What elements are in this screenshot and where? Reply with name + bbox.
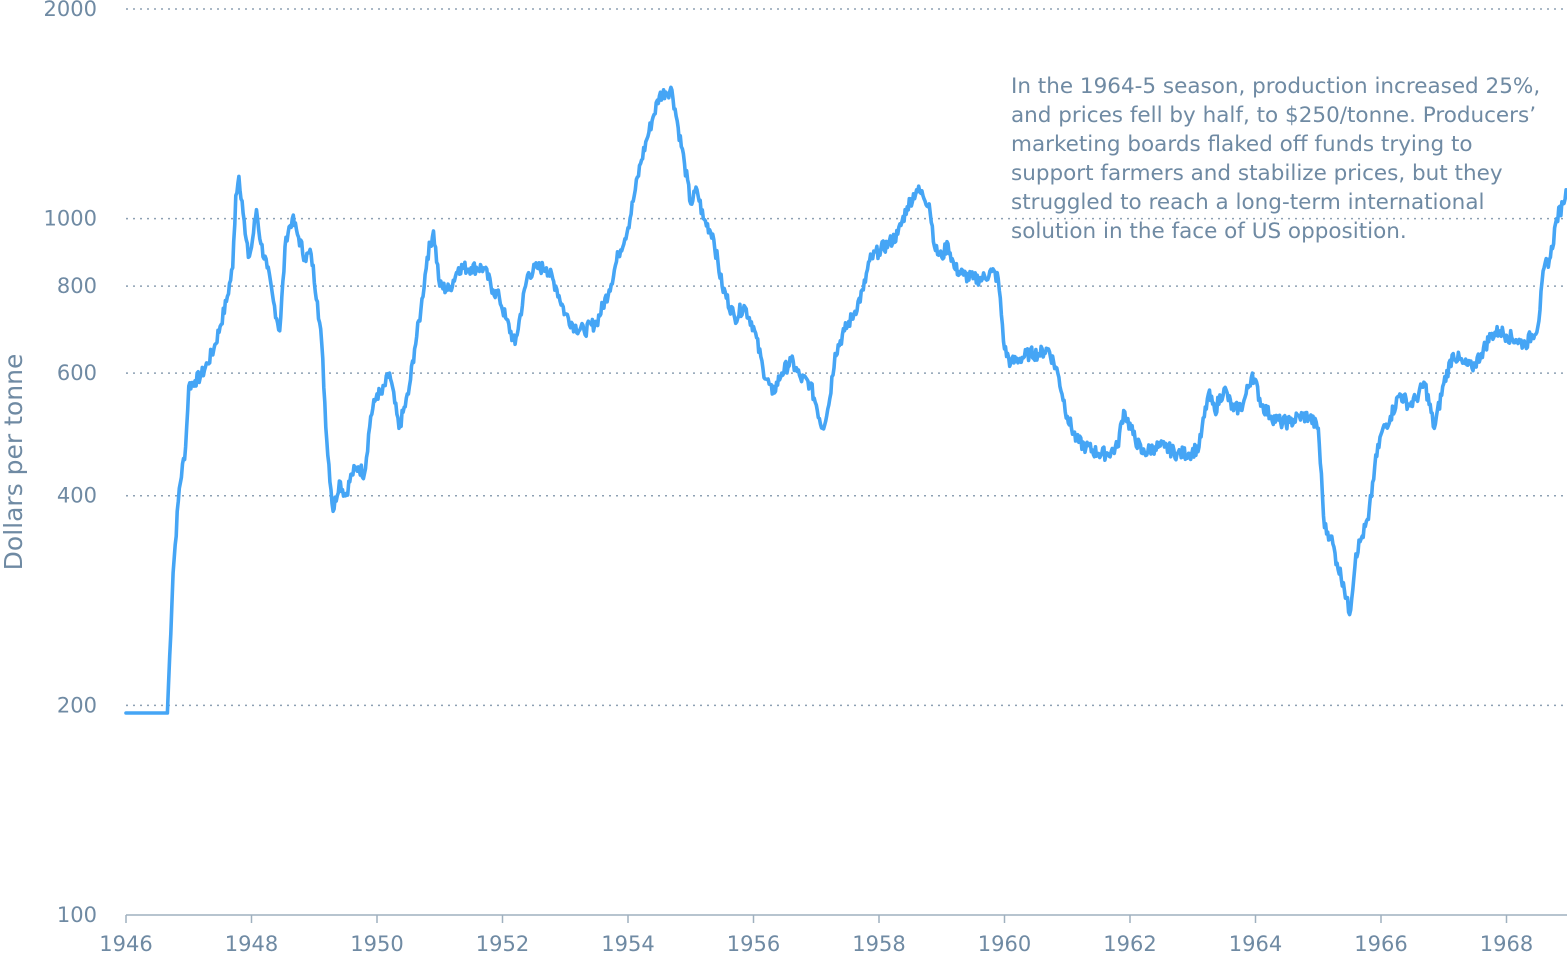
x-tick-label: 1964 — [1229, 932, 1282, 953]
y-tick-label: 600 — [57, 361, 97, 385]
x-tick-label: 1962 — [1103, 932, 1156, 953]
x-tick-label: 1958 — [852, 932, 905, 953]
x-tick-label: 1966 — [1354, 932, 1407, 953]
y-tick-label: 100 — [57, 903, 97, 927]
x-tick-label: 1960 — [978, 932, 1031, 953]
x-tick-label: 1952 — [476, 932, 529, 953]
series — [124, 85, 1567, 715]
x-tick-label: 1968 — [1480, 932, 1533, 953]
y-tick-label: 400 — [57, 484, 97, 508]
series-line — [124, 85, 1567, 715]
y-axis-label: Dollars per tonne — [0, 354, 28, 571]
y-tick-label: 800 — [57, 274, 97, 298]
x-tick-labels: 1946 1948 1950 1952 1954 1956 1958 1960 1962 1964… — [99, 915, 1533, 953]
x-tick-label: 1956 — [727, 932, 780, 953]
y-tick-label: 1000 — [44, 207, 97, 231]
x-tick-label: 1948 — [225, 932, 278, 953]
y-tick-labels: 100 200 400 600 800 1000 2000 — [44, 0, 97, 927]
x-tick-label: 1950 — [350, 932, 403, 953]
y-tick-label: 2000 — [44, 0, 97, 21]
annotation-text: In the 1964-5 season, production increas… — [1011, 74, 1541, 244]
x-tick-label: 1954 — [601, 932, 654, 953]
x-tick-label: 1946 — [99, 932, 152, 953]
y-tick-label: 200 — [57, 693, 97, 717]
